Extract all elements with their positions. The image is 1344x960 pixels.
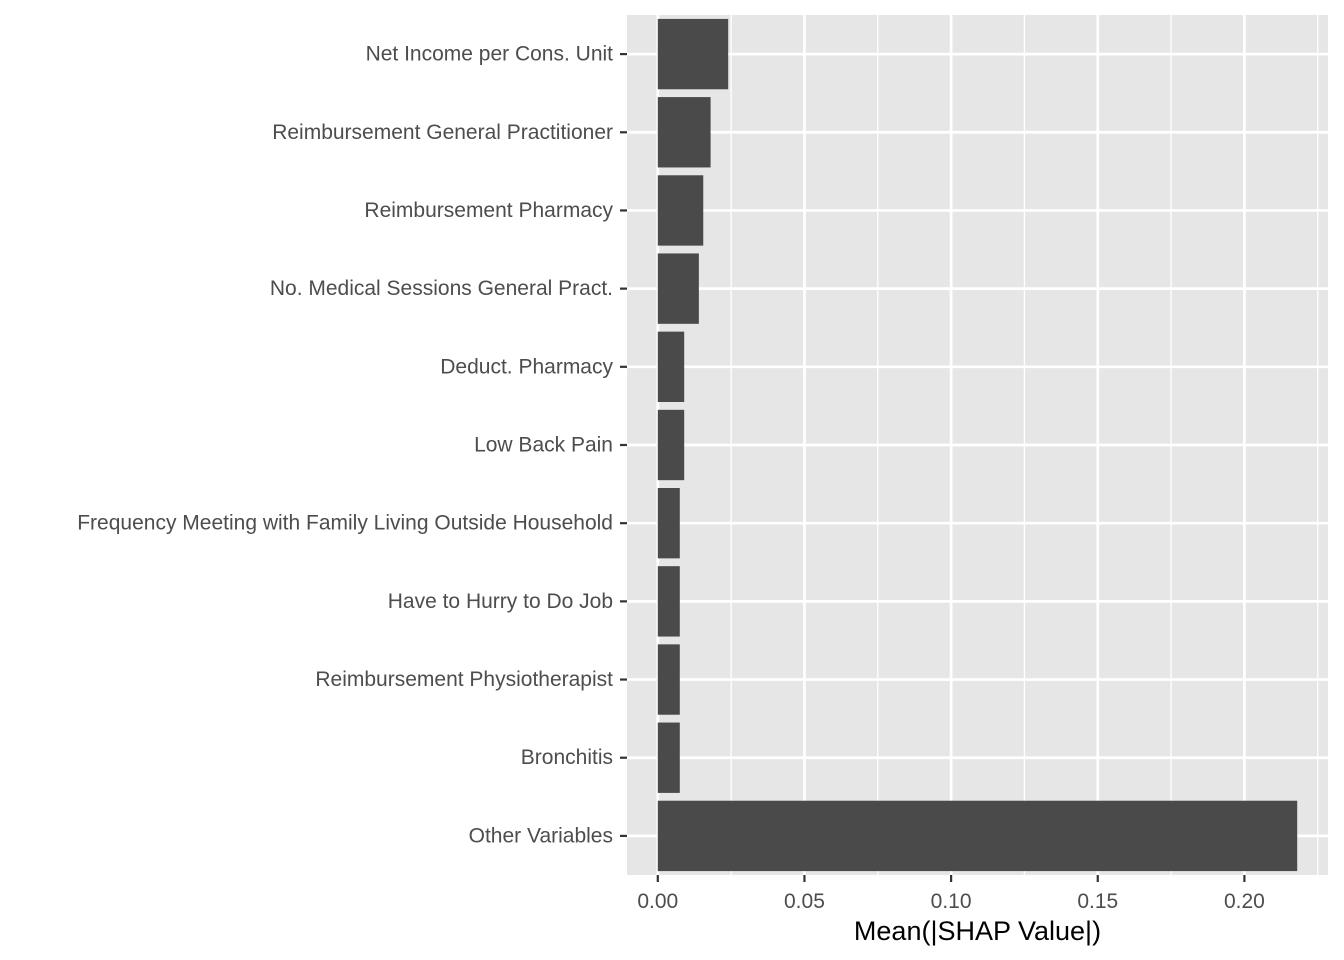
y-axis: Net Income per Cons. Unit Reimbursement G… [77, 43, 627, 847]
bar [657, 800, 1298, 872]
x-axis-title: Mean(|SHAP Value|) [854, 916, 1101, 946]
y-tick-label: Reimbursement Pharmacy [364, 199, 613, 222]
bar [657, 97, 711, 168]
bar [657, 175, 704, 246]
x-tick-label: 0.15 [1077, 890, 1118, 913]
y-tick-label: Net Income per Cons. Unit [366, 43, 614, 66]
x-axis: 0.00 0.05 0.10 0.15 0.20 [637, 875, 1265, 913]
y-tick-label: Bronchitis [521, 746, 613, 769]
bar [657, 722, 680, 793]
y-tick-label: No. Medical Sessions General Pract. [270, 277, 613, 300]
bar [657, 253, 699, 324]
y-tick-label: Frequency Meeting with Family Living Out… [77, 512, 613, 535]
x-tick-label: 0.00 [637, 890, 678, 913]
y-tick-label: Low Back Pain [474, 434, 613, 457]
x-tick-label: 0.10 [931, 890, 972, 913]
bar [657, 18, 729, 90]
bar [657, 331, 685, 402]
bars [657, 18, 1298, 872]
bar [657, 409, 685, 481]
bar [657, 566, 680, 637]
bar [657, 488, 680, 559]
y-tick-label: Reimbursement Physiotherapist [315, 668, 613, 691]
y-tick-label: Deduct. Pharmacy [440, 355, 613, 378]
bar [657, 644, 680, 715]
y-tick-label: Other Variables [469, 824, 613, 847]
x-tick-label: 0.05 [784, 890, 825, 913]
y-tick-label: Reimbursement General Practitioner [272, 121, 613, 144]
y-tick-label: Have to Hurry to Do Job [388, 590, 613, 613]
x-tick-label: 0.20 [1224, 890, 1265, 913]
gridlines [627, 15, 1328, 875]
